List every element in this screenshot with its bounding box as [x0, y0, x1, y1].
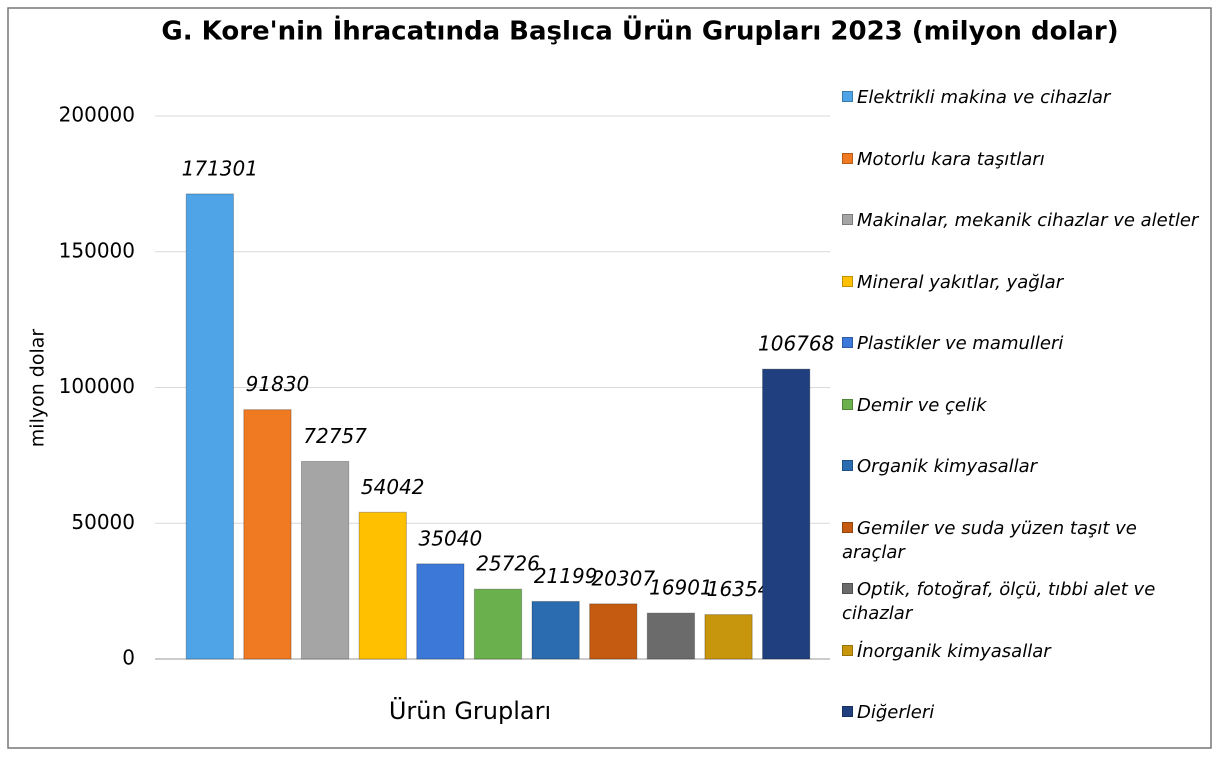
- bar: [704, 614, 753, 660]
- data-label: 91830: [246, 372, 310, 396]
- data-label: 25726: [476, 552, 540, 576]
- legend-label: Motorlu kara taşıtları: [857, 148, 1045, 170]
- legend-label: Organik kimyasallar: [857, 456, 1038, 477]
- legend-item: İnorganik kimyasallar: [842, 640, 1202, 664]
- legend-swatch: [842, 583, 853, 594]
- legend-swatch: [842, 706, 853, 717]
- legend-swatch: [842, 152, 853, 164]
- legend-swatch: [842, 91, 853, 102]
- y-tick-label: 150000: [59, 238, 135, 262]
- legend-label: Gemiler ve suda yüzen taşıt ve araçlar: [842, 517, 1137, 563]
- bar: [589, 603, 638, 660]
- y-tick-label: 0: [122, 646, 135, 670]
- bar: [185, 193, 234, 660]
- bar: [358, 511, 407, 660]
- data-label: 16901: [649, 576, 713, 600]
- legend-item: Elektrikli makina ve cihazlar: [842, 86, 1202, 110]
- chart-title: G. Kore'nin İhracatında Başlıca Ürün Gru…: [161, 14, 1118, 47]
- legend-swatch: [842, 275, 853, 287]
- data-label: 35040: [419, 526, 483, 550]
- x-axis-label: Ürün Grupları: [389, 696, 551, 725]
- y-tick-label: 100000: [59, 374, 135, 398]
- legend-label: Mineral yakıtlar, yağlar: [857, 271, 1064, 293]
- bar: [473, 588, 523, 660]
- legend-swatch: [842, 460, 853, 471]
- legend-item: Diğerleri: [842, 701, 1202, 725]
- legend-item: Gemiler ve suda yüzen taşıt ve araçlar: [842, 517, 1202, 565]
- legend-label: Optik, fotoğraf, ölçü, tıbbi alet ve cih…: [842, 579, 1156, 624]
- legend-swatch: [842, 398, 853, 410]
- legend-item: Organik kimyasallar: [842, 455, 1202, 479]
- legend-item: Plastikler ve mamulleri: [842, 332, 1202, 356]
- legend-swatch: [842, 644, 853, 656]
- legend-label: Makinalar, mekanik cihazlar ve aletler: [857, 210, 1199, 231]
- y-tick-label: 50000: [71, 510, 135, 534]
- data-label: 72757: [303, 424, 367, 448]
- legend-item: Motorlu kara taşıtları: [842, 148, 1202, 172]
- legend-swatch: [842, 337, 853, 348]
- data-label: 106768: [758, 332, 834, 356]
- data-label: 21199: [534, 564, 598, 588]
- y-axis-label: milyon dolar: [27, 329, 49, 448]
- data-label: 171301: [182, 156, 258, 180]
- legend-item: Makinalar, mekanik cihazlar ve aletler: [842, 209, 1202, 233]
- bar: [243, 409, 292, 660]
- bar: [646, 612, 696, 660]
- bar: [300, 460, 350, 660]
- legend-item: Optik, fotoğraf, ölçü, tıbbi alet ve cih…: [842, 578, 1202, 626]
- data-label: 54042: [361, 475, 425, 499]
- data-label: 20307: [591, 566, 655, 590]
- legend-label: Elektrikli makina ve cihazlar: [857, 87, 1111, 108]
- legend-swatch: [842, 214, 853, 225]
- bar: [762, 368, 811, 660]
- legend-label: Diğerleri: [857, 702, 935, 723]
- legend-swatch: [842, 521, 853, 533]
- legend-label: Plastikler ve mamulleri: [857, 333, 1064, 354]
- legend-item: Mineral yakıtlar, yağlar: [842, 271, 1202, 295]
- legend-label: İnorganik kimyasallar: [857, 640, 1051, 662]
- data-label: 16354: [707, 577, 771, 601]
- legend-label: Demir ve çelik: [857, 394, 987, 416]
- legend-item: Demir ve çelik: [842, 394, 1202, 418]
- bar: [531, 600, 580, 660]
- y-tick-label: 200000: [59, 103, 135, 127]
- bar: [416, 563, 465, 660]
